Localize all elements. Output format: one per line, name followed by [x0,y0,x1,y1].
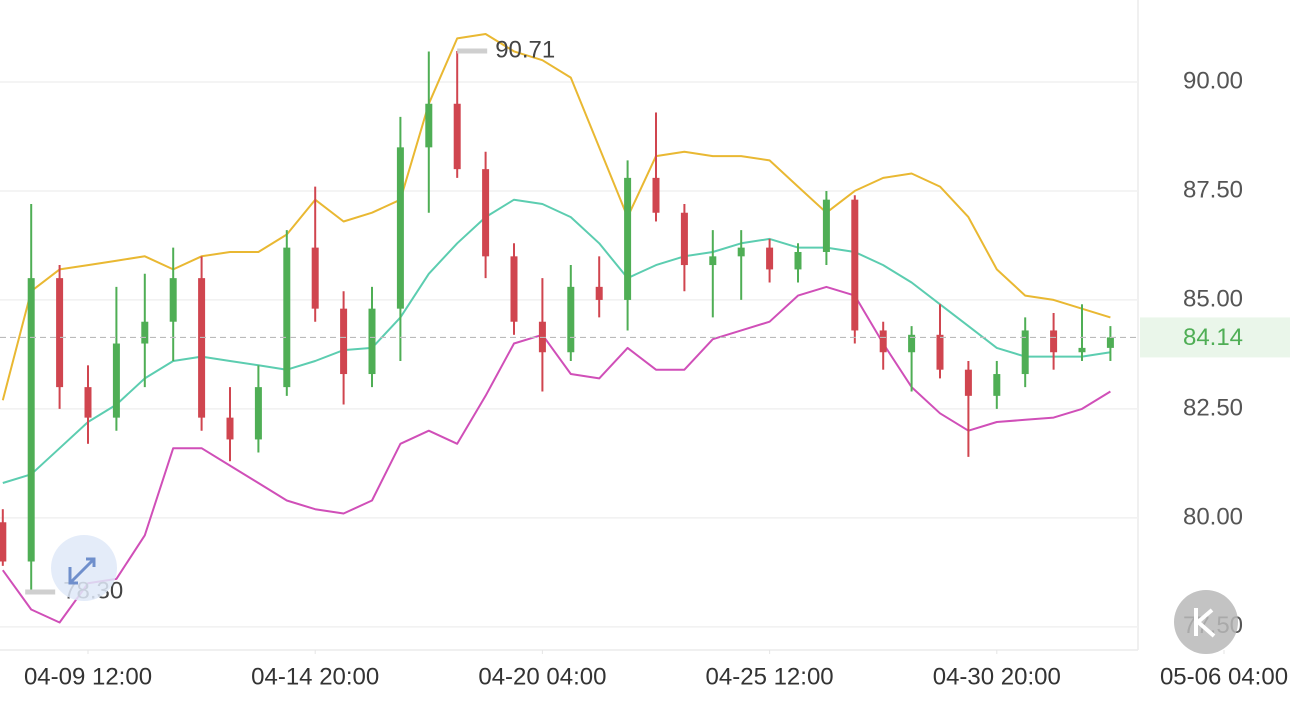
candle-body [1050,330,1058,353]
band-line [1,285,1111,624]
candle-body [56,278,64,388]
settings-icon [1194,608,1216,638]
candle-body [169,278,177,322]
candle-body [396,147,404,309]
band-line [2,198,1111,484]
candle-body [1021,330,1029,375]
candle-body [198,278,206,418]
candle-body [368,308,376,375]
candle-body [141,321,149,344]
candle-body [766,247,774,270]
candle-body [340,308,348,375]
candle-body [794,251,802,270]
band-line [1,33,1111,401]
candle-body [27,278,35,562]
candle-body [0,522,7,562]
candle-body [482,169,490,257]
candle-body [908,334,916,353]
last-price-label: 84.14 [1183,324,1243,351]
y-tick-label: 87.50 [1183,176,1243,203]
candle-body [936,334,944,370]
y-tick-label: 90.00 [1183,67,1243,94]
expand-icon [68,557,96,585]
candle-body [624,177,632,300]
candle-body [1078,347,1086,353]
candle-body [84,387,92,418]
candle-body [822,199,830,252]
candle-body [453,103,461,170]
candle-body [510,256,518,322]
candle-body [709,256,717,266]
candle-body [680,212,688,266]
x-tick-label: 04-14 20:00 [251,663,379,690]
candle-body [283,247,291,388]
x-tick-label: 04-25 12:00 [706,663,834,690]
x-tick-label: 05-06 04:00 [1160,663,1288,690]
x-tick-label: 04-20 04:00 [478,663,606,690]
candle-body [567,286,575,353]
high-marker-label: 90.71 [495,36,555,63]
candle-body [595,286,603,300]
candle-body [652,177,660,213]
candle-body [964,369,972,396]
candle-body [254,387,262,440]
candle-body [1106,337,1114,348]
x-tick-label: 04-09 12:00 [24,663,152,690]
settings-button-bg [1174,590,1238,654]
candle-body [879,330,887,353]
candle-body [737,247,745,257]
last-price-box [1140,317,1290,358]
candle-body [311,247,319,309]
candle-body [112,343,120,418]
expand-button[interactable] [51,535,117,601]
y-tick-label: 85.00 [1183,285,1243,312]
x-tick-label: 04-30 20:00 [933,663,1061,690]
candle-body [226,417,234,440]
candle-body [851,199,859,331]
y-tick-label: 80.00 [1183,503,1243,530]
candle-body [993,374,1001,396]
candle-body [425,103,433,148]
settings-button[interactable] [1174,590,1238,654]
y-tick-label: 82.50 [1183,394,1243,421]
